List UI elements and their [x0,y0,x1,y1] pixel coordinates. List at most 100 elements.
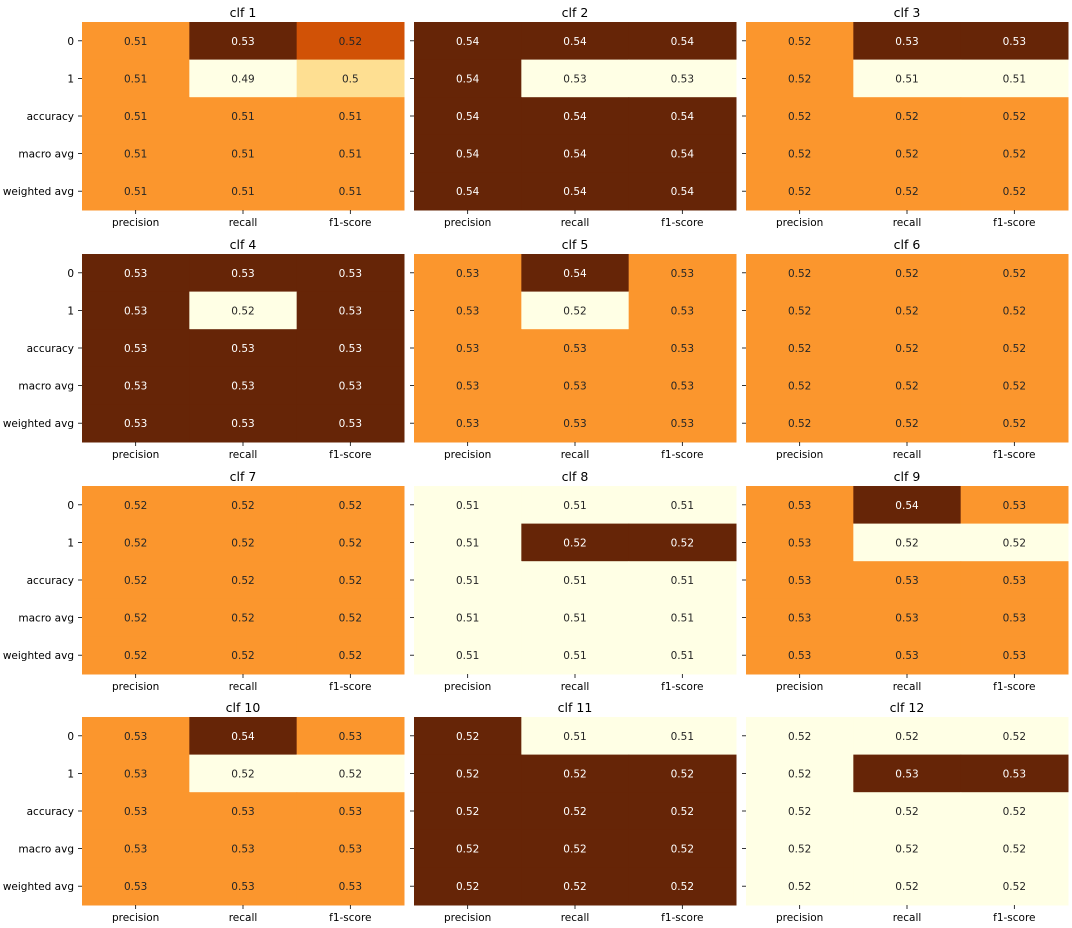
heatmap-cell [960,792,1069,831]
cell-value-label: 0.52 [231,650,254,662]
heatmap-cell [628,754,737,793]
cell-value-label: 0.53 [895,613,918,625]
cell-value-label: 0.53 [788,500,811,512]
y-tick-label: weighted avg [3,650,74,662]
heatmap-panel: clf 2 0.54 0.54 0.54 0.54 0.53 0.53 0.54 0.54 0.5… [410,5,737,229]
cell-value-label: 0.52 [671,768,694,780]
cell-value-label: 0.52 [1003,844,1026,856]
y-tick-label: macro avg [18,613,74,625]
heatmap-cell [82,792,190,831]
cell-value-label: 0.53 [671,381,694,393]
heatmap-cell [189,291,298,330]
heatmap-panel: clf 10 0.53 0.54 0.53 0.53 0.52 0.52 0.53 0.53 0.… [3,700,405,924]
cell-value-label: 0.52 [788,268,811,280]
heatmap-cell [189,254,298,293]
heatmap-cell [521,829,630,868]
x-tick-label: precision [112,217,159,229]
x-tick-label: recall [893,681,922,693]
cell-value-label: 0.52 [788,806,811,818]
x-tick-label: f1-score [993,217,1035,229]
heatmap-cell [853,754,962,793]
y-tick-label: 0 [67,268,74,280]
heatmap-cell [960,561,1069,600]
heatmap-cell [853,404,962,443]
cell-value-label: 0.53 [1003,613,1026,625]
heatmap-cell [189,486,298,525]
cell-value-label: 0.52 [456,731,479,743]
heatmap-cell [960,291,1069,330]
heatmap-cell [746,829,854,868]
heatmap-cell [189,754,298,793]
cell-value-label: 0.53 [456,268,479,280]
cell-value-label: 0.53 [1003,575,1026,587]
heatmap-cell [746,867,854,906]
cell-value-label: 0.53 [1003,650,1026,662]
heatmap-cell [960,829,1069,868]
y-tick-label: accuracy [27,806,74,818]
heatmap-cell [521,486,630,525]
y-tick-label: macro avg [18,381,74,393]
heatmap-cell [746,366,854,405]
cell-value-label: 0.54 [456,111,480,123]
heatmap-cell [189,636,298,675]
cell-value-label: 0.52 [788,36,811,48]
cell-value-label: 0.53 [788,537,811,549]
heatmap-cell [296,172,405,211]
heatmap-cell [853,366,962,405]
heatmap-cell [82,366,190,405]
x-tick-label: recall [229,912,258,924]
heatmap-cell [853,329,962,368]
cell-value-label: 0.53 [788,613,811,625]
heatmap-cell [628,254,737,293]
cell-value-label: 0.53 [788,650,811,662]
heatmap-cell [746,59,854,98]
cell-value-label: 0.52 [456,881,479,893]
cell-value-label: 0.52 [124,650,147,662]
heatmap-cell [414,134,522,173]
x-tick-label: recall [229,449,258,461]
y-tick-label: weighted avg [3,881,74,893]
heatmap-cell [521,404,630,443]
cell-value-label: 0.49 [231,73,254,85]
panel-title: clf 11 [558,700,593,715]
panel-title: clf 10 [226,700,261,715]
cell-value-label: 0.51 [563,650,586,662]
cell-value-label: 0.53 [456,381,479,393]
heatmap-cell [296,829,405,868]
cell-value-label: 0.54 [456,73,480,85]
panel-title: clf 7 [230,469,257,484]
cell-value-label: 0.53 [563,381,586,393]
cell-value-label: 0.51 [124,73,147,85]
cell-value-label: 0.52 [788,343,811,355]
x-tick-label: f1-score [329,449,371,461]
heatmap-cell [296,636,405,675]
heatmap-cell [296,329,405,368]
cell-value-label: 0.52 [563,844,586,856]
cell-value-label: 0.52 [1003,806,1026,818]
heatmap-cell [853,717,962,756]
heatmap-cell [628,404,737,443]
heatmap-cell [82,254,190,293]
heatmap-cell [296,792,405,831]
cell-value-label: 0.54 [231,731,255,743]
cell-value-label: 0.52 [788,381,811,393]
cell-value-label: 0.51 [671,500,694,512]
cell-value-label: 0.53 [1003,36,1026,48]
heatmap-cell [82,754,190,793]
cell-value-label: 0.54 [563,36,587,48]
cell-value-label: 0.52 [788,73,811,85]
cell-value-label: 0.53 [339,418,362,430]
cell-value-label: 0.53 [231,881,254,893]
x-tick-label: recall [561,449,590,461]
cell-value-label: 0.52 [339,36,362,48]
cell-value-label: 0.52 [231,500,254,512]
heatmap-cell [628,291,737,330]
heatmap-cell [960,717,1069,756]
heatmap-cell [746,486,854,525]
heatmap-cell [960,366,1069,405]
y-tick-label: 0 [67,731,74,743]
cell-value-label: 0.51 [895,73,918,85]
x-tick-label: precision [112,681,159,693]
heatmap-cell [853,561,962,600]
heatmap-cell [960,867,1069,906]
